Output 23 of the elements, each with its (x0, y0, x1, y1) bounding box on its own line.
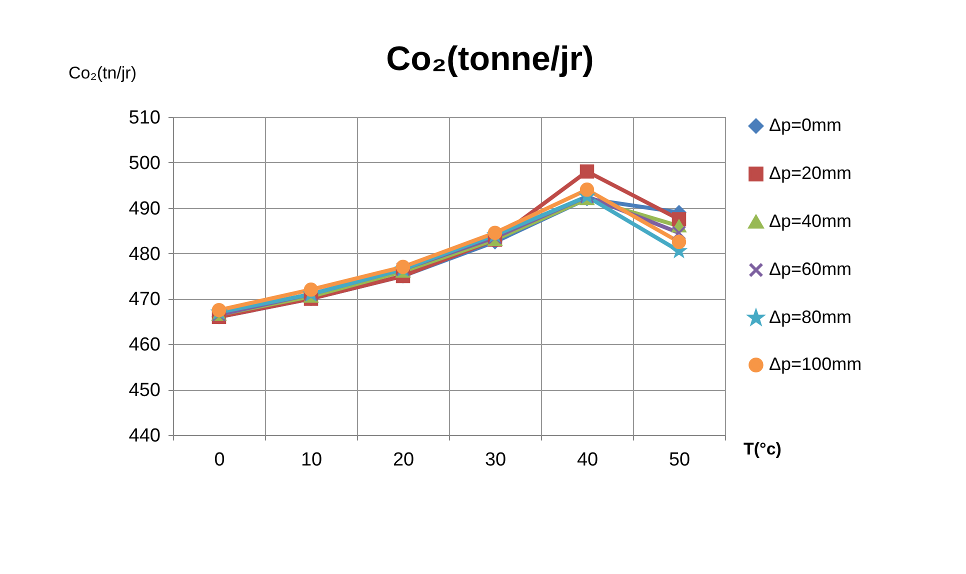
x-tick-label: 0 (214, 450, 225, 470)
x-tick-label: 40 (576, 450, 598, 470)
y-tick-label: 470 (128, 289, 160, 310)
legend-label: Δp=0mm (769, 115, 842, 135)
chart-title: Co₂(tonne/jr) (386, 40, 594, 78)
y-tick-label: 480 (128, 244, 160, 265)
legend-label: Δp=100mm (769, 354, 862, 374)
y-axis-title: Co₂(tn/jr) (68, 64, 136, 82)
y-tick-label: 500 (128, 152, 160, 174)
y-tick-label: 450 (128, 380, 160, 402)
y-tick-label: 510 (128, 108, 160, 128)
y-tick-label: 460 (128, 334, 160, 356)
x-tick-label: 50 (668, 450, 690, 470)
x-tick-label: 20 (392, 450, 414, 470)
legend-label: Δp=80mm (769, 307, 852, 327)
x-tick-label: 10 (300, 450, 322, 470)
x-axis-title: T(°c) (744, 440, 782, 458)
y-tick-label: 440 (128, 426, 160, 446)
x-tick-label: 30 (484, 450, 506, 470)
legend-label: Δp=60mm (769, 259, 852, 279)
legend-label: Δp=20mm (769, 163, 852, 183)
y-tick-label: 490 (128, 198, 160, 220)
legend-label: Δp=40mm (769, 211, 852, 231)
